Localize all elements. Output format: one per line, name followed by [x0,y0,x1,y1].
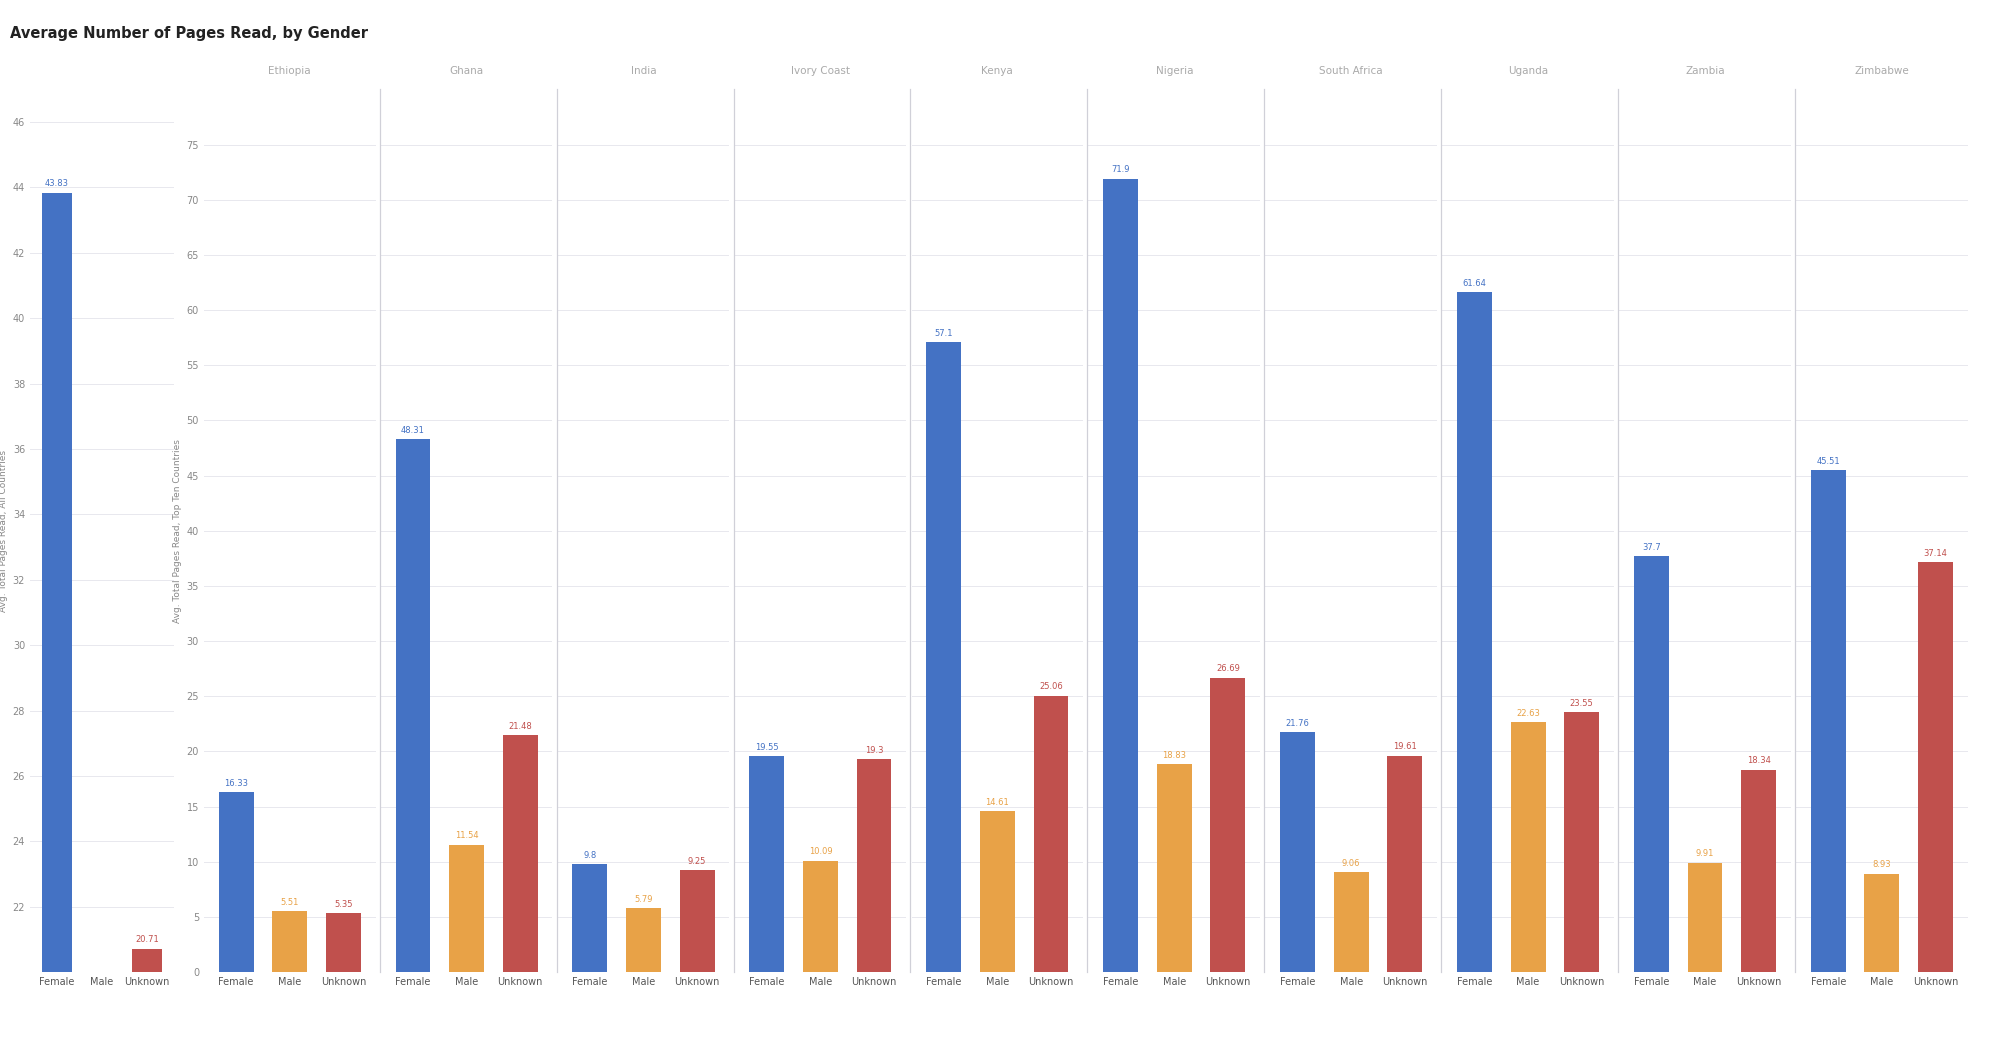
Text: 26.69: 26.69 [1215,664,1239,674]
Y-axis label: Avg. Total Pages Read, Top Ten Countries: Avg. Total Pages Read, Top Ten Countries [174,439,182,622]
Bar [1740,769,1774,972]
Bar [132,949,162,1051]
Bar [1211,678,1245,972]
Text: 5.35: 5.35 [334,900,352,909]
Bar [503,735,537,972]
Bar [925,342,961,972]
Text: Zimbabwe: Zimbabwe [1854,66,1908,76]
Bar [42,193,72,1051]
Bar [625,908,661,972]
Text: Ghana: Ghana [450,66,484,76]
Bar [1279,733,1315,972]
Text: 21.48: 21.48 [507,722,531,730]
Bar [1510,722,1544,972]
Bar [450,845,484,972]
Text: 19.55: 19.55 [755,743,779,753]
Bar [1387,756,1421,972]
Bar [1157,764,1191,972]
Text: Kenya: Kenya [981,66,1013,76]
Text: 19.3: 19.3 [865,746,883,755]
Bar [1103,179,1137,972]
Text: 9.06: 9.06 [1341,859,1361,868]
Text: South Africa: South Africa [1319,66,1383,76]
Bar [749,757,783,972]
Text: 48.31: 48.31 [402,426,426,435]
Bar [1564,713,1598,972]
Text: Uganda: Uganda [1506,66,1546,76]
Bar [218,792,254,972]
Text: 25.06: 25.06 [1039,682,1063,692]
Text: India: India [631,66,655,76]
Text: 71.9: 71.9 [1111,165,1129,174]
Text: 19.61: 19.61 [1393,742,1417,751]
Y-axis label: Avg. Total Pages Read, All Countries: Avg. Total Pages Read, All Countries [0,450,8,612]
Text: 11.54: 11.54 [456,831,478,841]
Text: 20.71: 20.71 [136,935,158,944]
Bar [1033,696,1067,972]
Bar [857,759,891,972]
Bar [1457,292,1491,972]
Text: 43.83: 43.83 [44,179,70,188]
Bar [803,861,837,972]
Text: 61.64: 61.64 [1463,279,1487,288]
Text: 37.14: 37.14 [1922,549,1946,558]
Text: Nigeria: Nigeria [1155,66,1193,76]
Text: 21.76: 21.76 [1285,719,1309,727]
Text: 9.25: 9.25 [687,857,705,866]
Bar [272,911,308,972]
Text: 16.33: 16.33 [224,779,248,787]
Text: 10.09: 10.09 [809,847,831,857]
Text: 57.1: 57.1 [933,329,953,337]
Bar [979,811,1015,972]
Text: 18.83: 18.83 [1161,751,1185,760]
Text: 22.63: 22.63 [1514,709,1538,718]
Text: 18.34: 18.34 [1746,757,1770,765]
Text: Ivory Coast: Ivory Coast [791,66,849,76]
Bar [1686,863,1722,972]
Text: 23.55: 23.55 [1568,699,1592,708]
Bar [326,913,360,972]
Text: 9.91: 9.91 [1694,849,1714,859]
Text: Zambia: Zambia [1684,66,1724,76]
Bar [1864,873,1898,972]
Bar [571,864,607,972]
Text: Ethiopia: Ethiopia [268,66,312,76]
Text: 45.51: 45.51 [1816,456,1840,466]
Text: 5.51: 5.51 [280,898,300,907]
Text: 5.79: 5.79 [633,894,653,904]
Text: 37.7: 37.7 [1640,542,1660,552]
Text: Average Number of Pages Read, by Gender: Average Number of Pages Read, by Gender [10,26,368,41]
Bar [1333,872,1369,972]
Bar [1918,562,1952,972]
Bar [679,870,713,972]
Text: 14.61: 14.61 [985,798,1009,806]
Text: 8.93: 8.93 [1872,860,1890,869]
Bar [1810,470,1844,972]
Text: 9.8: 9.8 [583,850,595,860]
Bar [1632,556,1668,972]
Bar [396,439,430,972]
